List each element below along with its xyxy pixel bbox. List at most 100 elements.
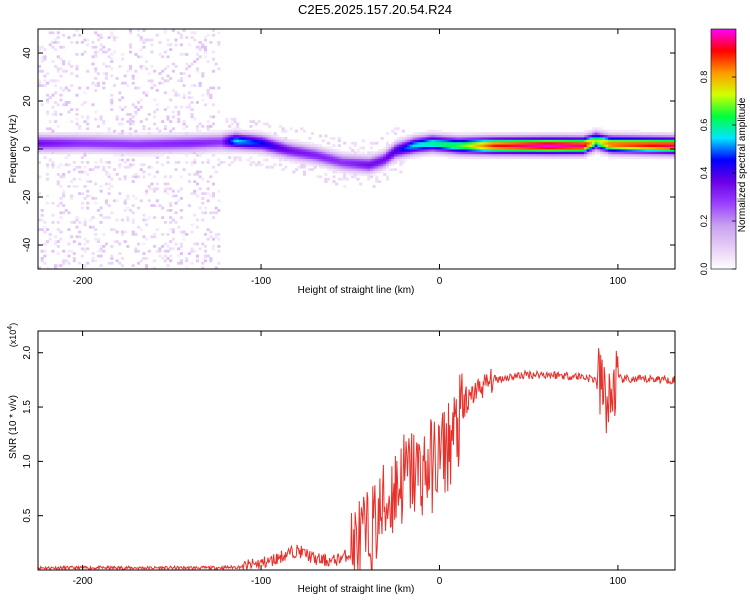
- spectrogram-cell: [278, 139, 282, 143]
- spectrogram-cell: [193, 144, 197, 147]
- spectrogram-cell: [120, 144, 125, 147]
- spectrogram-cell: [131, 153, 135, 157]
- spectrogram-cell: [289, 161, 293, 164]
- spectrogram-cell: [345, 165, 349, 169]
- spectrogram-cell: [185, 153, 189, 157]
- spectrogram-cell: [533, 146, 537, 150]
- spectrogram-cell: [86, 115, 90, 119]
- spectrogram-cell: [517, 132, 521, 135]
- spectrogram-cell: [305, 156, 309, 159]
- spectrogram-cell: [126, 141, 130, 145]
- spectrogram-cell: [236, 122, 240, 126]
- spectrogram-cell: [463, 139, 467, 143]
- spectrogram-cell: [185, 125, 189, 128]
- spectrogram-cell: [110, 139, 114, 143]
- snr-x-tick-label: 0: [437, 576, 443, 587]
- spectrogram-cell: [423, 144, 427, 147]
- spectrogram-cell: [327, 177, 331, 181]
- spectrogram-cell: [177, 134, 181, 138]
- spectrogram-cell: [187, 149, 191, 152]
- spectrogram-cell: [294, 151, 299, 155]
- spectrogram-cell: [543, 137, 547, 140]
- spectrogram-cell: [158, 146, 162, 150]
- spectrogram-cell: [517, 141, 521, 145]
- spectrogram-cell: [233, 137, 237, 140]
- spectrogram-cell: [206, 120, 210, 123]
- spectrogram-cell: [340, 170, 344, 174]
- spectrogram-cell: [62, 62, 66, 66]
- spectrogram-cell: [359, 153, 363, 157]
- spectrogram-cell: [233, 146, 237, 150]
- spectrogram-cell: [190, 115, 194, 119]
- spectrogram-cell: [179, 197, 183, 200]
- spectrogram-cell: [126, 84, 130, 87]
- spectrogram-cell: [217, 209, 221, 212]
- spectrogram-cell: [658, 149, 663, 152]
- spectrogram-cell: [62, 192, 66, 195]
- spectrogram-cell: [51, 134, 55, 138]
- spectrogram-cell: [158, 134, 162, 138]
- spectrogram-cell: [313, 165, 317, 169]
- spectrogram-cell: [402, 129, 406, 133]
- spectrogram-cell: [292, 158, 296, 162]
- spectrogram-cell: [664, 149, 668, 152]
- spectrogram-cell: [487, 144, 491, 147]
- spectrogram-cell: [75, 137, 79, 140]
- spectrogram-cell: [621, 134, 625, 138]
- spectrogram-cell: [519, 149, 523, 152]
- spectrogram-cell: [592, 139, 596, 143]
- spectrogram-cell: [236, 132, 240, 135]
- spectrogram-cell: [551, 137, 555, 140]
- spectrogram-cell: [626, 151, 630, 155]
- spectrogram-cell: [139, 55, 143, 59]
- spectrogram-cell: [54, 65, 58, 68]
- spectrogram-cell: [270, 151, 274, 155]
- spectrogram-cell: [629, 134, 633, 138]
- spectrogram-cell: [567, 156, 572, 159]
- spectrogram-cell: [120, 57, 125, 61]
- spectrogram-cell: [286, 156, 290, 159]
- spectrogram-cell: [142, 45, 146, 49]
- spectrogram-cell: [289, 158, 293, 162]
- spectrogram-cell: [570, 149, 574, 152]
- spectrogram-cell: [123, 81, 127, 85]
- spectrogram-cell: [351, 168, 355, 171]
- spectrogram-cell: [329, 146, 333, 150]
- spectrogram-cell: [46, 110, 50, 114]
- spectrogram-cell: [155, 199, 159, 203]
- spectrogram-cell: [94, 228, 98, 231]
- spectrogram-cell: [182, 93, 186, 97]
- spectrogram-cell: [493, 151, 497, 155]
- spectrogram-cell: [91, 134, 95, 138]
- spectrogram-cell: [450, 151, 454, 155]
- spectrogram-cell: [565, 134, 569, 138]
- spectrogram-cell: [129, 144, 133, 147]
- spectrogram-cell: [110, 254, 114, 258]
- spectrogram-cell: [67, 132, 71, 135]
- spectrogram-cell: [402, 146, 406, 150]
- spectrogram-cell: [624, 129, 628, 133]
- spectrogram-cell: [94, 144, 98, 147]
- spectrogram-cell: [238, 158, 242, 162]
- spectrogram-cell: [506, 139, 510, 143]
- spectrogram-cell: [102, 139, 106, 143]
- spectrogram-cell: [616, 153, 620, 157]
- spectrogram-cell: [650, 139, 654, 143]
- spectrogram-cell: [40, 103, 44, 107]
- spectrogram-cell: [286, 144, 290, 147]
- spectrogram-cell: [115, 134, 119, 138]
- spectrogram-cell: [54, 141, 58, 145]
- spectrogram-cell: [252, 120, 256, 123]
- spectrogram-cell: [581, 134, 585, 138]
- spectrogram-cell: [546, 139, 550, 143]
- spectrogram-cell: [610, 144, 614, 147]
- spectrogram-cell: [592, 144, 596, 147]
- spectrogram-cell: [54, 41, 58, 44]
- spectrogram-cell: [62, 149, 66, 152]
- spectrogram-cell: [134, 249, 138, 253]
- spectrogram-cell: [410, 153, 414, 157]
- spectrogram-cell: [185, 53, 189, 56]
- spectrogram-cell: [573, 153, 577, 157]
- spectrogram-cell: [402, 137, 406, 140]
- spectrogram-cell: [177, 149, 181, 152]
